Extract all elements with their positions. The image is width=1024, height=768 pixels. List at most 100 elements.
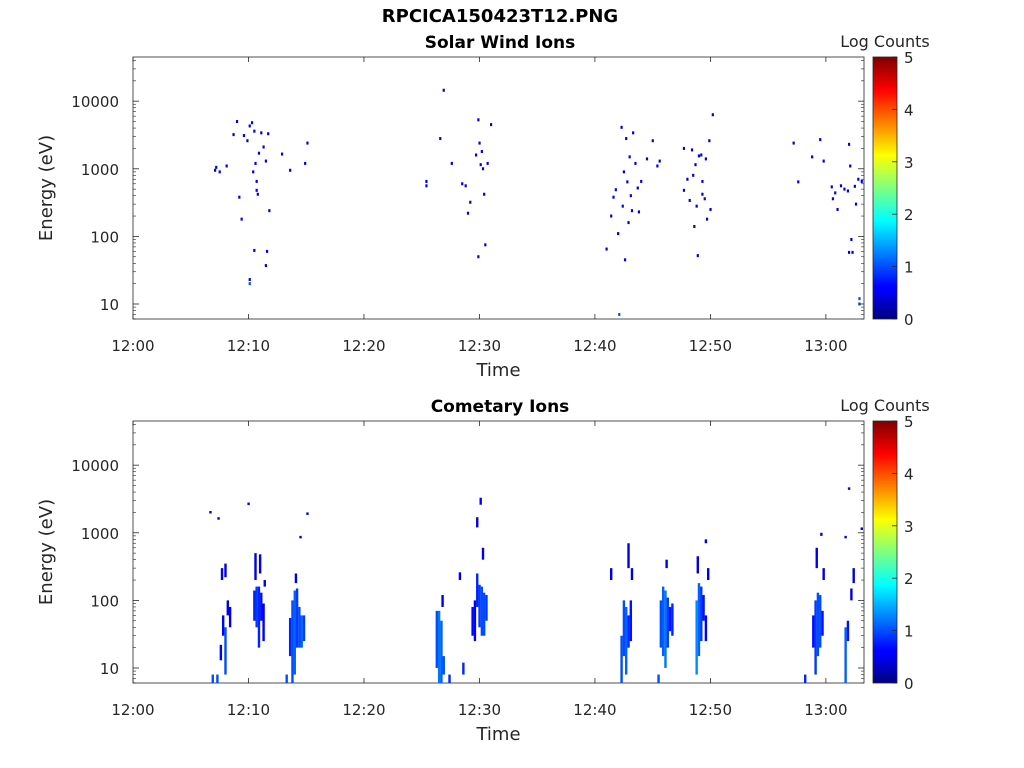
- data-column: [462, 662, 465, 675]
- data-column: [664, 590, 667, 669]
- data-column: [860, 527, 863, 530]
- data-cell: [238, 195, 241, 199]
- data-column: [211, 674, 214, 683]
- data-column: [695, 600, 698, 675]
- data-column: [306, 512, 309, 515]
- data-column: [702, 595, 705, 621]
- data-cell: [658, 159, 661, 163]
- data-cell: [694, 163, 697, 167]
- data-column: [288, 617, 292, 657]
- data-column: [815, 547, 818, 569]
- data-cell: [711, 113, 714, 117]
- data-column: [620, 635, 623, 683]
- data-cell: [792, 141, 795, 145]
- data-cell: [620, 125, 623, 129]
- data-column: [228, 606, 232, 628]
- data-cell: [629, 194, 632, 198]
- data-column: [471, 606, 474, 636]
- data-cell: [857, 177, 860, 181]
- x-tick-label: 12:20: [342, 337, 385, 355]
- data-cell: [618, 312, 621, 316]
- x-tick-label: 13:00: [804, 337, 847, 355]
- data-cell: [623, 258, 627, 262]
- data-column: [850, 588, 853, 601]
- data-column: [846, 620, 850, 642]
- panel-title: Solar Wind Ions: [425, 33, 576, 53]
- data-column: [285, 674, 288, 683]
- data-column: [473, 600, 477, 642]
- data-cell: [822, 159, 825, 163]
- x-axis-label: Time: [475, 724, 520, 745]
- y-tick-label: 1000: [81, 525, 119, 543]
- colorbar-tick-label: 4: [904, 465, 914, 483]
- data-cell: [425, 179, 428, 183]
- y-tick-label: 10: [100, 660, 119, 678]
- data-cell: [839, 184, 843, 188]
- data-column: [671, 603, 674, 636]
- data-column: [665, 559, 668, 569]
- data-column: [294, 573, 298, 584]
- data-cell: [257, 151, 261, 155]
- data-column: [293, 590, 296, 675]
- data-cell: [213, 168, 217, 172]
- data-cell: [811, 155, 814, 159]
- data-column: [706, 568, 710, 581]
- data-column: [209, 510, 212, 514]
- data-column: [657, 674, 660, 683]
- data-cell: [628, 155, 631, 159]
- data-column: [258, 554, 262, 574]
- data-cell: [480, 150, 483, 154]
- data-column: [696, 556, 700, 574]
- data-column: [816, 592, 820, 657]
- data-cell: [847, 142, 851, 146]
- data-cell: [819, 138, 822, 142]
- data-cell: [860, 179, 863, 183]
- colorbar-tick-label: 3: [904, 518, 914, 536]
- data-cell: [617, 232, 620, 236]
- colorbar-tick-label: 2: [904, 206, 914, 224]
- data-cell: [479, 163, 482, 167]
- x-tick-label: 12:40: [573, 701, 616, 719]
- data-column: [844, 627, 847, 683]
- data-column: [847, 487, 851, 490]
- data-cell: [267, 132, 270, 136]
- data-cell: [242, 134, 246, 138]
- data-column: [262, 603, 265, 642]
- data-cell: [682, 146, 686, 150]
- data-column: [812, 615, 815, 648]
- data-column: [254, 553, 257, 581]
- data-cell: [634, 161, 637, 165]
- x-tick-label: 12:00: [111, 337, 154, 355]
- data-cell: [632, 131, 635, 135]
- data-cell: [289, 168, 292, 172]
- data-cell: [484, 243, 487, 247]
- colorbar: [872, 56, 898, 320]
- colorbar-tick-label: 4: [904, 101, 914, 119]
- data-cell: [692, 173, 695, 177]
- colorbar-tick-label: 1: [904, 623, 914, 641]
- data-cell: [688, 198, 691, 202]
- data-cell: [831, 197, 835, 201]
- x-tick-label: 12:30: [458, 337, 501, 355]
- y-tick-label: 10000: [71, 93, 119, 111]
- data-column: [704, 539, 708, 544]
- data-cell: [830, 185, 833, 189]
- data-cell: [700, 153, 703, 157]
- data-column: [804, 674, 807, 683]
- data-cell: [265, 249, 269, 253]
- plot-area: [132, 420, 865, 684]
- data-column: [440, 620, 443, 683]
- data-column: [820, 532, 823, 536]
- data-cell: [697, 154, 701, 158]
- data-cell: [253, 248, 256, 252]
- data-column: [224, 627, 227, 675]
- data-cell: [250, 121, 254, 125]
- colorbar-label: Log Counts: [840, 396, 930, 415]
- data-cell: [605, 247, 608, 251]
- y-axis-label: Energy (eV): [36, 135, 57, 241]
- data-cell: [262, 145, 265, 149]
- data-column: [819, 595, 822, 648]
- data-column: [821, 610, 824, 636]
- data-column: [661, 586, 665, 657]
